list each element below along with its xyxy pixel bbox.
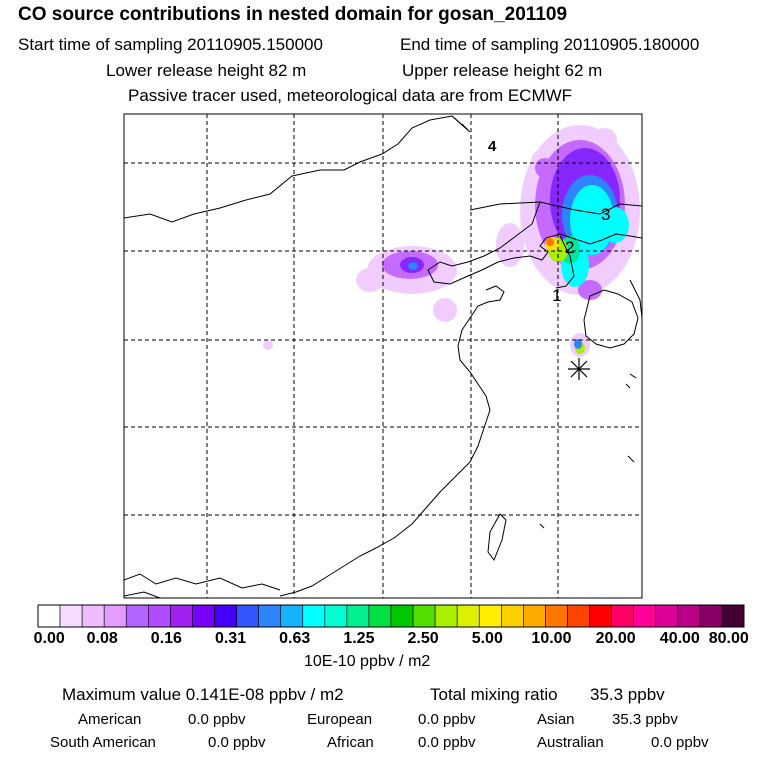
max-value: Maximum value 0.141E-08 ppbv / m2 — [62, 685, 344, 704]
colorbar-cell — [103, 604, 127, 628]
region-american-name: American — [78, 711, 142, 728]
colorbar-cell — [280, 604, 304, 628]
colorbar-tick-label: 0.31 — [214, 630, 247, 647]
colorbar-cell — [236, 604, 259, 628]
colorbar-cell — [214, 604, 237, 628]
colorbar-cell — [368, 604, 392, 628]
map-title: CO source contributions in nested domain… — [18, 4, 568, 25]
colorbar-units: 10E-10 ppbv / m2 — [304, 653, 431, 670]
colorbar-cell — [699, 604, 723, 628]
colorbar — [37, 604, 745, 628]
colorbar-tick-label: 0.16 — [150, 630, 182, 647]
colorbar-tick-label: 20.00 — [595, 630, 636, 647]
colorbar-cell — [302, 604, 326, 628]
colorbar-cell — [434, 604, 458, 628]
colorbar-cell — [324, 604, 348, 628]
coastlines — [124, 115, 642, 598]
region-african-value: 0.0 ppbv — [418, 734, 476, 751]
colorbar-tick-label: 2.50 — [407, 630, 439, 647]
colorbar-tick-label: 0.00 — [33, 630, 65, 647]
colorbar-cell — [567, 604, 590, 628]
colorbar-tick-label: 80.00 — [708, 630, 749, 647]
colorbar-cell — [37, 604, 61, 628]
colorbar-cell — [633, 604, 657, 628]
map-label-1: 1 — [552, 286, 561, 305]
upper-release-height: Upper release height 62 m — [402, 61, 603, 80]
region-european-value: 0.0 ppbv — [418, 711, 476, 728]
colorbar-cell — [148, 604, 171, 628]
region-australian-name: Australian — [537, 734, 604, 751]
colorbar-tick-label: 0.08 — [86, 630, 118, 647]
map-label-3: 3 — [601, 205, 610, 224]
map-label-2: 2 — [565, 238, 574, 257]
colorbar-cell — [611, 604, 634, 628]
colorbar-cell — [81, 604, 105, 628]
region-european-name: European — [307, 711, 373, 728]
end-time: End time of sampling 20110905.180000 — [400, 35, 700, 54]
colorbar-cell — [125, 604, 149, 628]
colorbar-tick-label: 0.63 — [279, 630, 311, 647]
colorbar-cell — [545, 604, 568, 628]
colorbar-cell — [412, 604, 436, 628]
asterisk-icon — [568, 358, 590, 380]
colorbar-cell — [501, 604, 524, 628]
colorbar-tick-label: 40.00 — [659, 630, 700, 647]
concentration-field — [263, 125, 640, 357]
region-south-american-name: South American — [50, 734, 156, 751]
map-panel: 4 3 2 1 — [123, 113, 643, 599]
lower-release-height: Lower release height 82 m — [106, 61, 307, 80]
map-gridlines — [124, 114, 642, 598]
data-source-note: Passive tracer used, meteorological data… — [128, 86, 573, 105]
colorbar-cell — [258, 604, 281, 628]
colorbar-cell — [192, 604, 215, 628]
region-american-value: 0.0 ppbv — [188, 711, 246, 728]
colorbar-cell — [523, 604, 546, 628]
colorbar-cell — [170, 604, 193, 628]
colorbar-cell — [677, 604, 701, 628]
colorbar-tick-label: 5.00 — [471, 630, 503, 647]
region-asian-name: Asian — [537, 711, 575, 728]
colorbar-cell — [346, 604, 370, 628]
start-time: Start time of sampling 20110905.150000 — [18, 35, 323, 54]
colorbar-cell — [589, 604, 612, 628]
colorbar-tick-label: 10.00 — [531, 630, 572, 647]
region-australian-value: 0.0 ppbv — [651, 734, 709, 751]
colorbar-cell — [456, 604, 480, 628]
colorbar-cell — [390, 604, 414, 628]
region-south-american-value: 0.0 ppbv — [208, 734, 266, 751]
total-mixing-value: 35.3 ppbv — [590, 685, 665, 704]
colorbar-cell — [655, 604, 679, 628]
colorbar-cell — [721, 604, 745, 628]
colorbar-tick-label: 1.25 — [343, 630, 375, 647]
total-mixing-label: Total mixing ratio — [430, 685, 558, 704]
colorbar-cell — [478, 604, 502, 628]
map-label-4: 4 — [488, 138, 497, 155]
region-african-name: African — [327, 734, 374, 751]
colorbar-cell — [59, 604, 83, 628]
region-asian-value: 35.3 ppbv — [612, 711, 678, 728]
